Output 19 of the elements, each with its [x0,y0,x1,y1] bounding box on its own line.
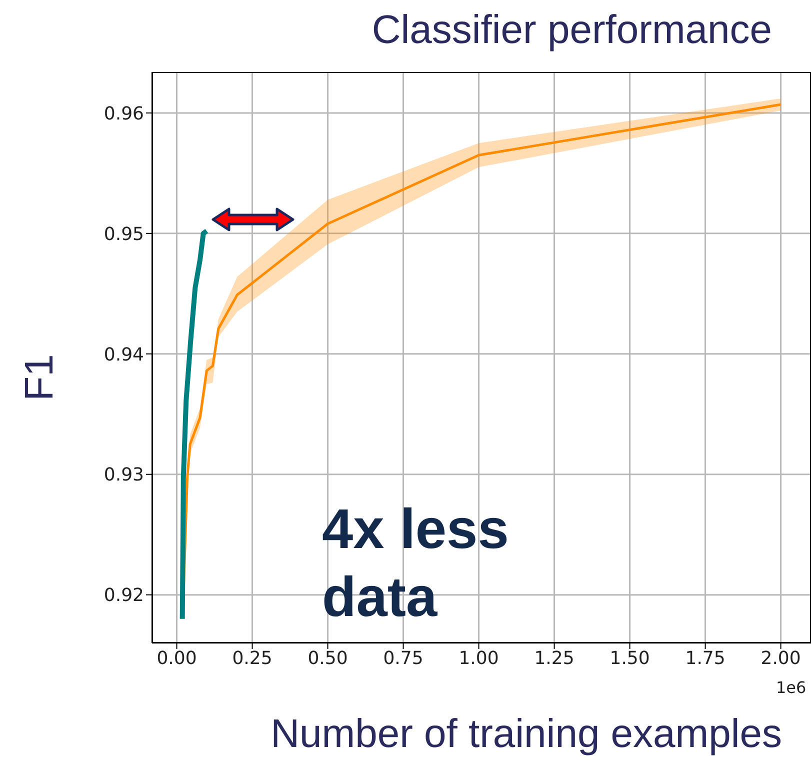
x-tick-label: 0.00 [156,648,197,669]
y-tick-label: 0.96 [104,103,144,124]
x-tick-label: 1.75 [685,648,726,669]
y-tick-label: 0.94 [104,344,144,366]
x-tick-label: 0.50 [308,648,348,669]
y-tick-label: 0.93 [104,464,144,486]
y-axis-title: F1 [18,353,62,403]
x-tick-label: 1.50 [610,648,650,669]
annotation: 4x less data [322,496,510,630]
x-tick-label: 1.25 [534,648,574,669]
text: 1e6 [776,678,806,697]
x-axis-title: Number of training examples [270,712,783,757]
y-tick-label: 0.92 [104,585,144,606]
chart-title: Classifier performance [370,8,773,53]
x-tick-label: 0.75 [383,648,424,669]
x-tick-label: 2.00 [760,648,801,669]
y-tick-label: 0.95 [104,224,144,245]
x-tick-label: 0.25 [232,648,272,669]
x-tick-label: 1.00 [458,648,499,669]
